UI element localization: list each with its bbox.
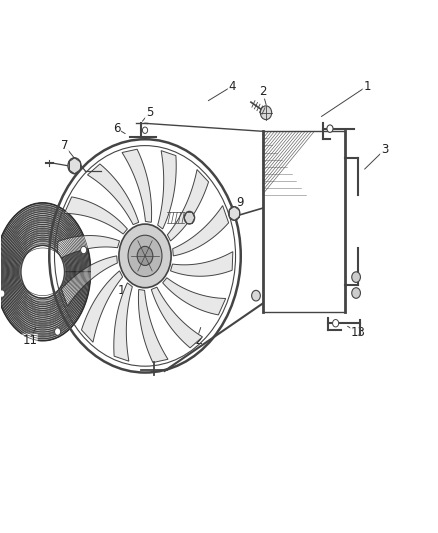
Circle shape <box>0 290 5 297</box>
Circle shape <box>260 106 272 119</box>
Circle shape <box>119 224 171 288</box>
Circle shape <box>128 235 162 277</box>
Circle shape <box>332 319 339 327</box>
Text: 13: 13 <box>351 326 366 340</box>
Text: 11: 11 <box>22 334 37 347</box>
Circle shape <box>142 127 148 133</box>
Polygon shape <box>138 289 168 362</box>
Text: 5: 5 <box>146 106 153 119</box>
Circle shape <box>352 272 360 282</box>
Polygon shape <box>151 287 202 348</box>
Polygon shape <box>88 164 139 224</box>
Circle shape <box>229 207 240 220</box>
Circle shape <box>21 245 64 298</box>
Polygon shape <box>170 252 233 276</box>
Polygon shape <box>57 236 120 260</box>
Polygon shape <box>158 151 176 229</box>
Text: 9: 9 <box>236 196 244 209</box>
Circle shape <box>352 288 360 298</box>
Circle shape <box>137 246 153 265</box>
Polygon shape <box>61 256 117 306</box>
Circle shape <box>252 290 260 301</box>
Text: 12: 12 <box>189 334 204 347</box>
Polygon shape <box>173 206 229 256</box>
Text: 10: 10 <box>118 284 133 297</box>
Polygon shape <box>64 197 127 234</box>
Text: 8: 8 <box>187 201 194 215</box>
Circle shape <box>184 212 194 224</box>
Circle shape <box>327 125 333 132</box>
Ellipse shape <box>0 203 91 341</box>
Polygon shape <box>81 271 123 342</box>
Polygon shape <box>114 283 132 361</box>
Polygon shape <box>167 169 208 241</box>
Text: 7: 7 <box>61 139 68 152</box>
Text: 3: 3 <box>381 143 388 156</box>
Circle shape <box>55 328 61 335</box>
Polygon shape <box>162 278 226 315</box>
Text: 2: 2 <box>259 85 266 98</box>
Circle shape <box>68 158 81 174</box>
Circle shape <box>81 246 87 254</box>
Text: 1: 1 <box>363 80 371 93</box>
Text: 4: 4 <box>228 80 236 93</box>
Polygon shape <box>122 149 152 222</box>
Text: 6: 6 <box>113 122 120 135</box>
